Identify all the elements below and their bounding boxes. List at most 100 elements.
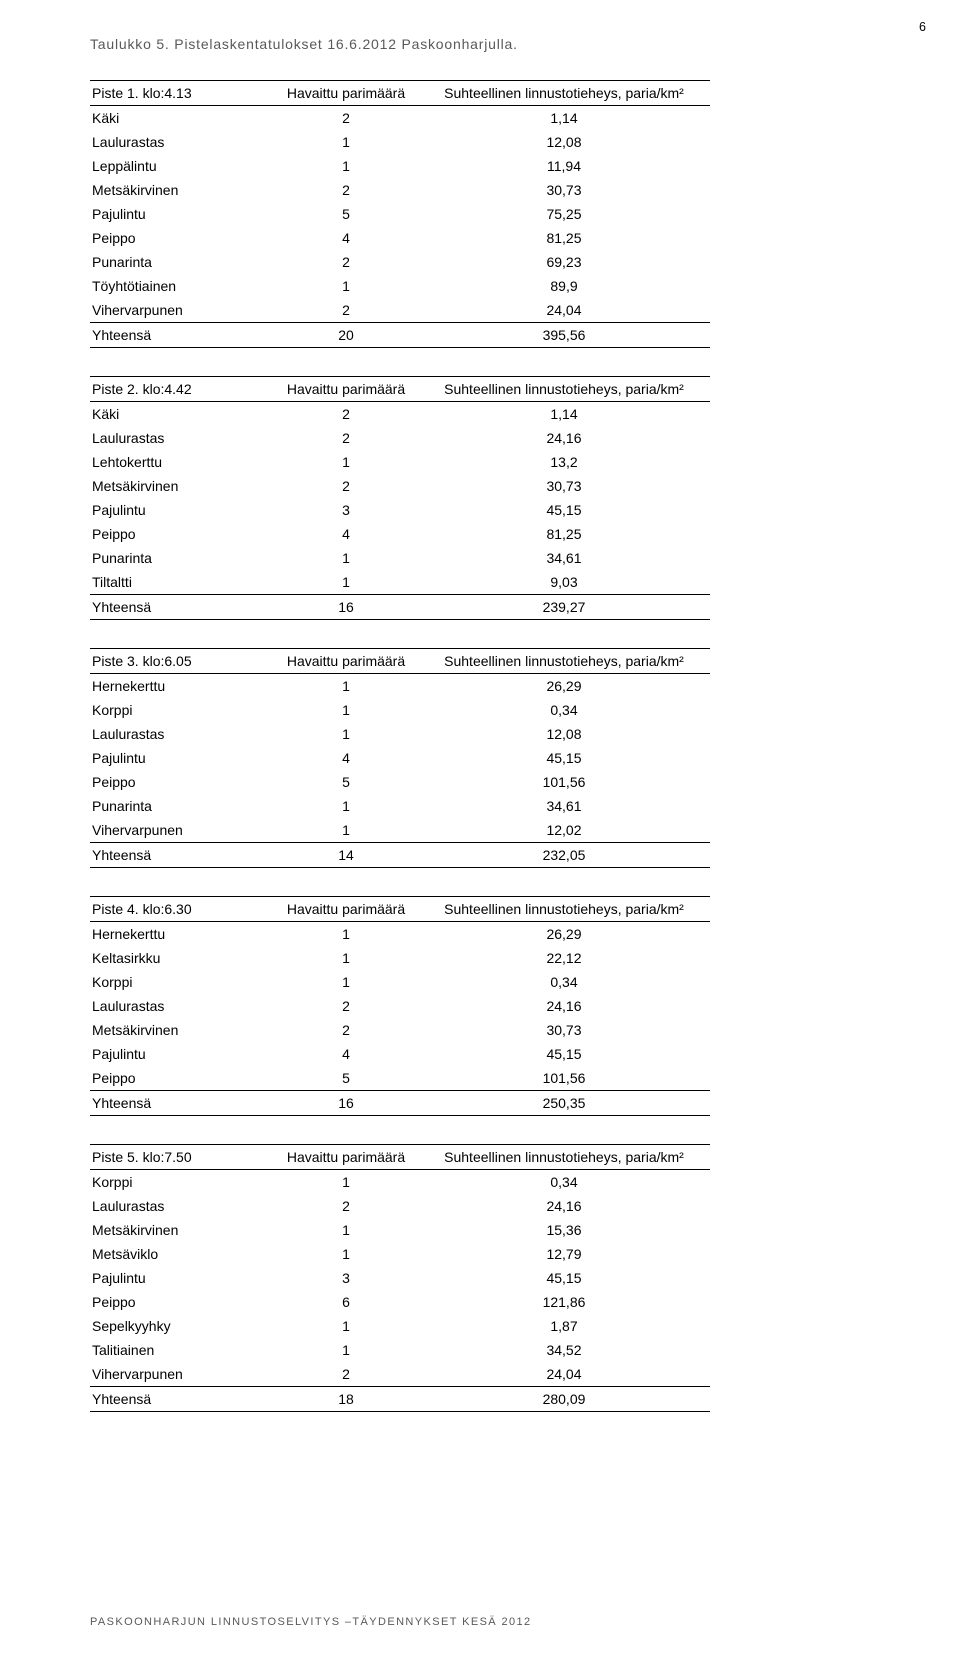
- species-count: 1: [274, 546, 418, 570]
- table-row: Hernekerttu126,29: [90, 674, 710, 699]
- table-totals-row: Yhteensä14232,05: [90, 843, 710, 868]
- species-density: 81,25: [418, 226, 710, 250]
- table-row: Käki21,14: [90, 402, 710, 427]
- species-name: Töyhtötiainen: [90, 274, 274, 298]
- species-name: Punarinta: [90, 546, 274, 570]
- totals-count: 14: [274, 843, 418, 868]
- species-count: 1: [274, 1242, 418, 1266]
- species-density: 24,16: [418, 1194, 710, 1218]
- species-count: 2: [274, 994, 418, 1018]
- species-name: Pajulintu: [90, 498, 274, 522]
- table-row: Vihervarpunen224,04: [90, 1362, 710, 1387]
- species-density: 12,79: [418, 1242, 710, 1266]
- species-density: 75,25: [418, 202, 710, 226]
- table-row: Laulurastas224,16: [90, 1194, 710, 1218]
- species-density: 24,16: [418, 426, 710, 450]
- table-header-density: Suhteellinen linnustotieheys, paria/km²: [418, 897, 710, 922]
- table-row: Pajulintu445,15: [90, 1042, 710, 1066]
- table-row: Pajulintu445,15: [90, 746, 710, 770]
- totals-label: Yhteensä: [90, 843, 274, 868]
- table-row: Pajulintu345,15: [90, 498, 710, 522]
- table-row: Vihervarpunen112,02: [90, 818, 710, 843]
- totals-label: Yhteensä: [90, 1091, 274, 1116]
- species-name: Pajulintu: [90, 202, 274, 226]
- species-density: 45,15: [418, 1266, 710, 1290]
- page-number: 6: [919, 20, 926, 34]
- species-name: Laulurastas: [90, 426, 274, 450]
- table-row: Sepelkyyhky11,87: [90, 1314, 710, 1338]
- table-row: Punarinta269,23: [90, 250, 710, 274]
- table-totals-row: Yhteensä20395,56: [90, 323, 710, 348]
- species-count: 3: [274, 1266, 418, 1290]
- species-count: 2: [274, 426, 418, 450]
- species-density: 101,56: [418, 1066, 710, 1091]
- species-count: 2: [274, 106, 418, 131]
- species-name: Tiltaltti: [90, 570, 274, 595]
- species-density: 34,52: [418, 1338, 710, 1362]
- species-name: Metsäkirvinen: [90, 178, 274, 202]
- species-name: Laulurastas: [90, 994, 274, 1018]
- table-header-density: Suhteellinen linnustotieheys, paria/km²: [418, 377, 710, 402]
- table-totals-row: Yhteensä16250,35: [90, 1091, 710, 1116]
- table-header-row: Piste 3. klo:6.05Havaittu parimääräSuhte…: [90, 649, 710, 674]
- species-name: Laulurastas: [90, 130, 274, 154]
- species-count: 1: [274, 1314, 418, 1338]
- species-name: Pajulintu: [90, 1266, 274, 1290]
- species-count: 2: [274, 474, 418, 498]
- species-count: 2: [274, 402, 418, 427]
- species-count: 1: [274, 794, 418, 818]
- species-density: 13,2: [418, 450, 710, 474]
- species-count: 4: [274, 522, 418, 546]
- species-count: 2: [274, 250, 418, 274]
- species-density: 24,04: [418, 1362, 710, 1387]
- species-density: 12,08: [418, 130, 710, 154]
- totals-count: 16: [274, 1091, 418, 1116]
- species-density: 22,12: [418, 946, 710, 970]
- species-density: 26,29: [418, 674, 710, 699]
- table-row: Leppälintu111,94: [90, 154, 710, 178]
- species-name: Vihervarpunen: [90, 298, 274, 323]
- data-table: Piste 1. klo:4.13Havaittu parimääräSuhte…: [90, 80, 710, 348]
- table-header-count: Havaittu parimäärä: [274, 81, 418, 106]
- table-row: Lehtokerttu113,2: [90, 450, 710, 474]
- species-count: 1: [274, 570, 418, 595]
- species-name: Käki: [90, 402, 274, 427]
- species-name: Vihervarpunen: [90, 818, 274, 843]
- species-count: 5: [274, 202, 418, 226]
- table-row: Töyhtötiainen189,9: [90, 274, 710, 298]
- totals-density: 280,09: [418, 1387, 710, 1412]
- species-density: 45,15: [418, 746, 710, 770]
- species-count: 4: [274, 1042, 418, 1066]
- species-density: 0,34: [418, 698, 710, 722]
- species-count: 1: [274, 946, 418, 970]
- species-name: Keltasirkku: [90, 946, 274, 970]
- table-header-row: Piste 5. klo:7.50Havaittu parimääräSuhte…: [90, 1145, 710, 1170]
- table-header-label: Piste 2. klo:4.42: [90, 377, 274, 402]
- species-name: Pajulintu: [90, 746, 274, 770]
- species-name: Vihervarpunen: [90, 1362, 274, 1387]
- totals-count: 20: [274, 323, 418, 348]
- table-header-count: Havaittu parimäärä: [274, 649, 418, 674]
- table-row: Metsäkirvinen230,73: [90, 178, 710, 202]
- table-row: Korppi10,34: [90, 970, 710, 994]
- table-row: Korppi10,34: [90, 1170, 710, 1195]
- species-density: 121,86: [418, 1290, 710, 1314]
- species-density: 1,14: [418, 402, 710, 427]
- table-caption: Taulukko 5. Pistelaskentatulokset 16.6.2…: [90, 36, 870, 52]
- table-header-label: Piste 5. klo:7.50: [90, 1145, 274, 1170]
- table-row: Punarinta134,61: [90, 546, 710, 570]
- table-totals-row: Yhteensä18280,09: [90, 1387, 710, 1412]
- table-row: Metsäkirvinen230,73: [90, 1018, 710, 1042]
- species-count: 2: [274, 178, 418, 202]
- table-row: Hernekerttu126,29: [90, 922, 710, 947]
- species-count: 1: [274, 1338, 418, 1362]
- species-density: 11,94: [418, 154, 710, 178]
- table-row: Peippo5101,56: [90, 770, 710, 794]
- species-count: 1: [274, 450, 418, 474]
- species-count: 1: [274, 818, 418, 843]
- table-header-density: Suhteellinen linnustotieheys, paria/km²: [418, 81, 710, 106]
- table-row: Pajulintu345,15: [90, 1266, 710, 1290]
- tables-container: Piste 1. klo:4.13Havaittu parimääräSuhte…: [90, 80, 870, 1412]
- totals-density: 232,05: [418, 843, 710, 868]
- species-density: 101,56: [418, 770, 710, 794]
